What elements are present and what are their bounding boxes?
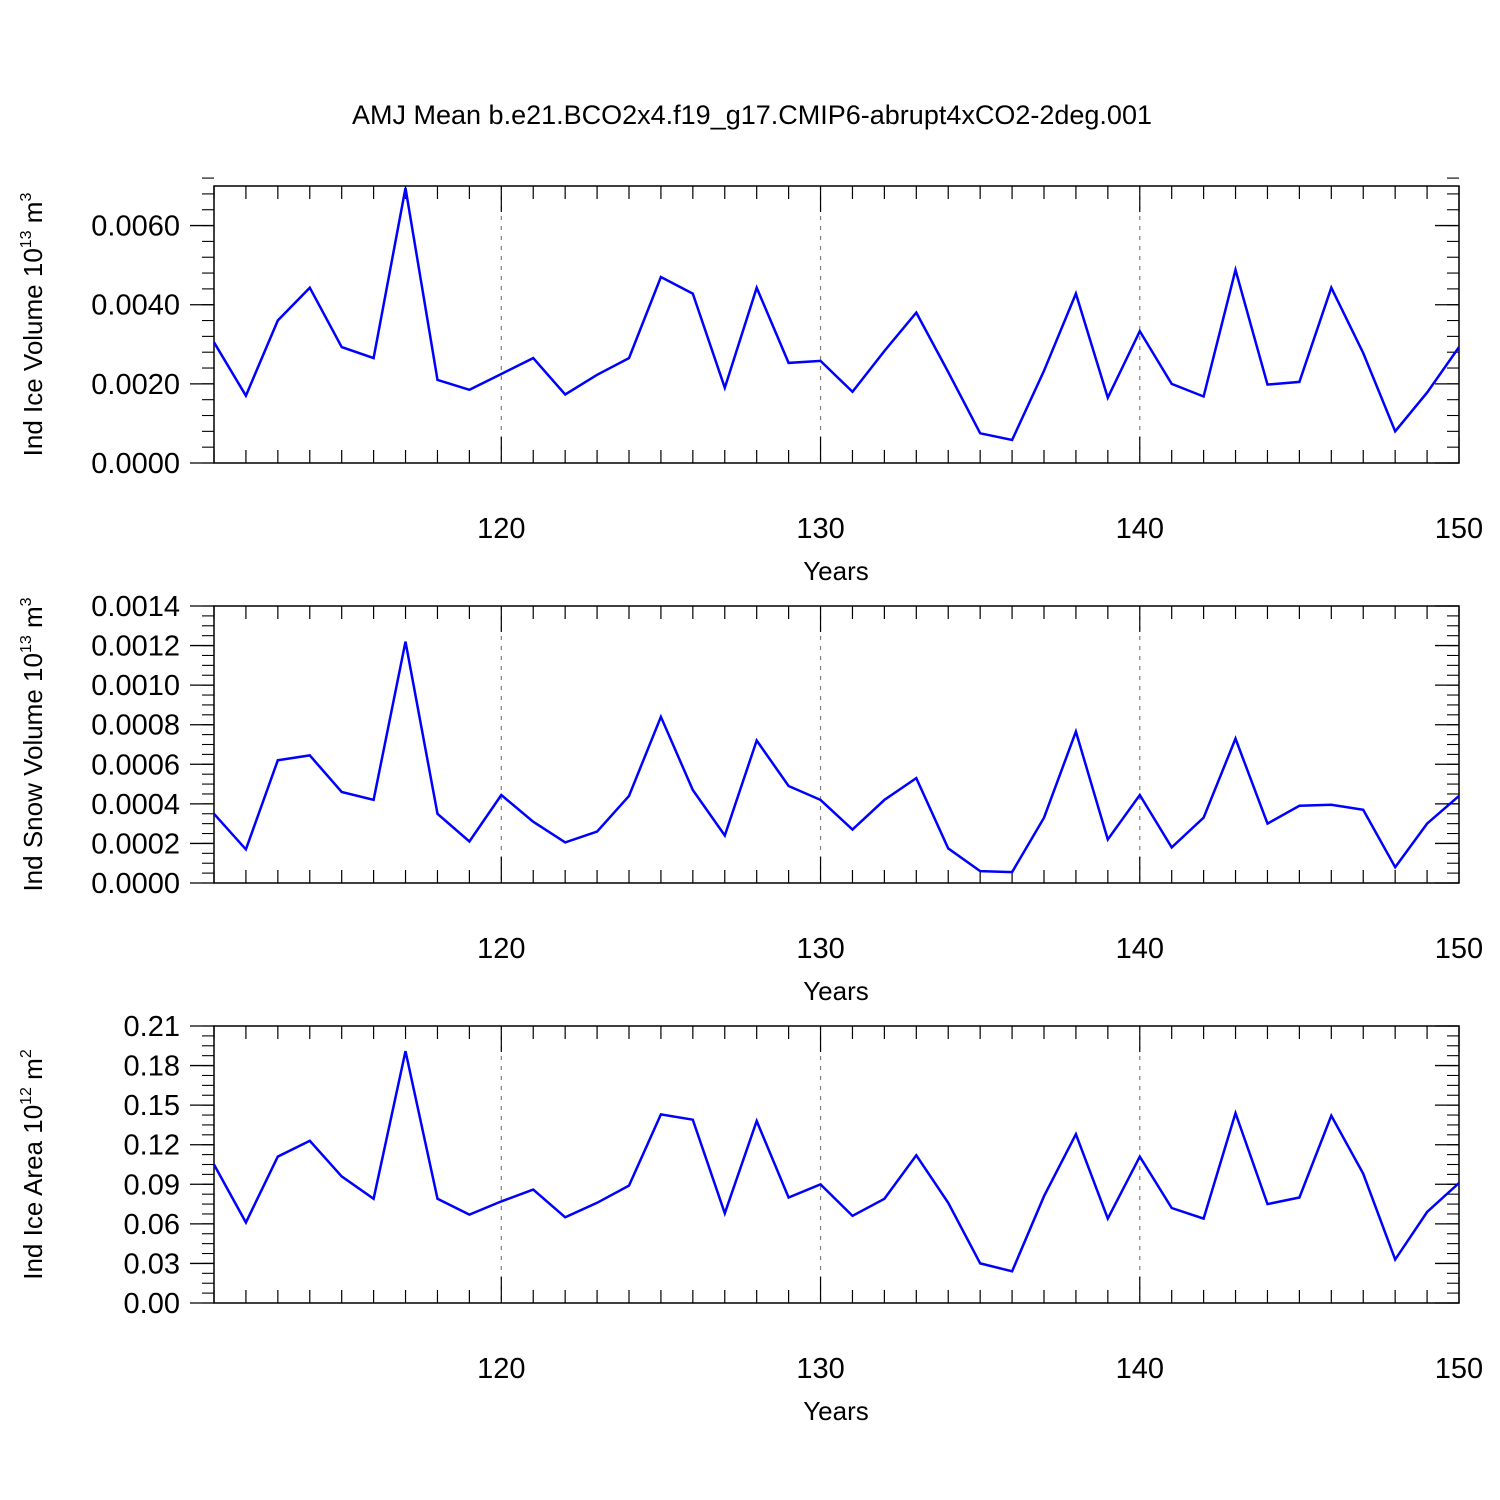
y-tick-label: 0.0002	[91, 828, 180, 860]
x-tick-label: 140	[1116, 933, 1164, 965]
x-axis-label: Years	[803, 1396, 869, 1426]
y-axis-label: Ind Ice Volume 1013 m3	[18, 193, 48, 457]
y-tick-label: 0.15	[124, 1090, 180, 1122]
panel-1: 0.0000 0.0020 0.0040 0.0060 120 130 140 150 Year…	[18, 177, 1483, 586]
y-tick-label: 0.0040	[91, 290, 180, 322]
y-tick-label: 0.09	[124, 1169, 180, 1201]
y-tick-label: 0.0006	[91, 749, 180, 781]
series-line	[213, 641, 1460, 874]
x-tick-label: 120	[477, 933, 525, 965]
series-line	[212, 1050, 1460, 1273]
y-tick-label: 0.03	[124, 1248, 180, 1280]
y-tick-label: 0.0010	[91, 670, 180, 702]
y-tick-label: 0.0000	[91, 448, 180, 480]
y-tick-label: 0.12	[124, 1130, 180, 1162]
x-tick-label: 130	[796, 933, 844, 965]
panel-3: 0.00 0.03 0.06 0.09 0.12 0.15 0.18 0.21 120 130 14…	[18, 1011, 1483, 1426]
panels: 0.0000 0.0020 0.0040 0.0060 120 130 140 150 Year…	[18, 177, 1483, 1426]
plot-frame	[213, 185, 1460, 464]
y-tick-label: 0.06	[124, 1209, 180, 1241]
y-tick-label: 0.0014	[91, 591, 180, 623]
x-tick-label: 130	[796, 1353, 844, 1385]
x-tick-label: 140	[1116, 1353, 1164, 1385]
y-tick-label: 0.21	[124, 1011, 180, 1043]
x-tick-label: 150	[1435, 933, 1483, 965]
y-axis-label: Ind Ice Area 1012 m2	[18, 1049, 48, 1280]
x-axis-label: Years	[803, 976, 869, 1006]
chart-title: AMJ Mean b.e21.BCO2x4.f19_g17.CMIP6-abru…	[352, 100, 1152, 130]
x-tick-label: 150	[1435, 1353, 1483, 1385]
panel-2: 0.0000 0.0002 0.0004 0.0006 0.0008 0.0010 0.00…	[18, 591, 1483, 1006]
y-tick-label: 0.0004	[91, 789, 180, 821]
x-tick-label: 150	[1435, 513, 1483, 545]
x-axis-label: Years	[803, 556, 869, 586]
x-tick-label: 140	[1116, 513, 1164, 545]
y-tick-label: 0.0008	[91, 710, 180, 742]
y-tick-label: 0.00	[124, 1288, 180, 1320]
y-tick-label: 0.18	[124, 1051, 180, 1083]
x-tick-label: 120	[477, 513, 525, 545]
x-tick-label: 120	[477, 1353, 525, 1385]
y-tick-label: 0.0012	[91, 631, 180, 663]
series-line	[212, 187, 1461, 442]
y-tick-label: 0.0060	[91, 211, 180, 243]
x-tick-label: 130	[796, 513, 844, 545]
plot-frame	[213, 605, 1460, 884]
y-tick-label: 0.0000	[91, 868, 180, 900]
y-tick-label: 0.0020	[91, 369, 180, 401]
y-axis-label: Ind Snow Volume 1013 m3	[18, 597, 48, 891]
